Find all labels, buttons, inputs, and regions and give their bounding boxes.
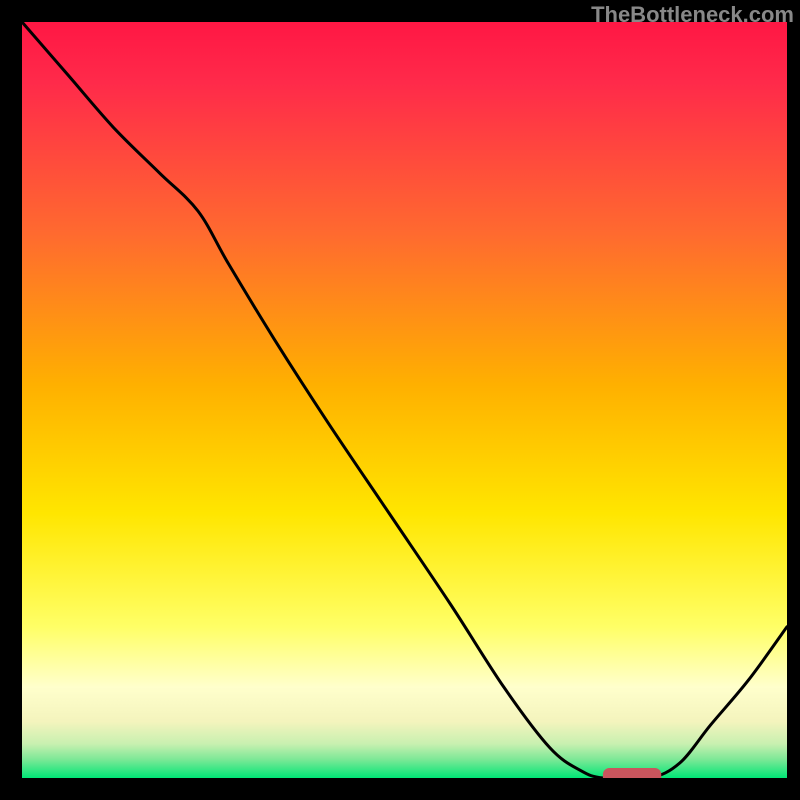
chart-svg <box>0 0 800 800</box>
watermark-text: TheBottleneck.com <box>591 2 794 28</box>
frame-right <box>787 0 800 800</box>
chart-stage: TheBottleneck.com <box>0 0 800 800</box>
frame-bottom <box>0 778 800 800</box>
gradient-field <box>22 22 787 778</box>
frame-left <box>0 0 22 800</box>
